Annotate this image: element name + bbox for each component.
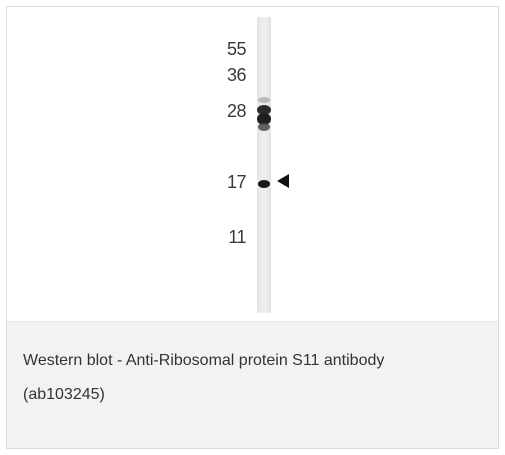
marker-label-28: 28 — [226, 101, 247, 121]
blot-band-target — [258, 180, 270, 188]
caption-line-2: (ab103245) — [23, 386, 105, 403]
blot-band-main — [257, 113, 271, 125]
figure-caption: Western blot - Anti-Ribosomal protein S1… — [7, 321, 498, 448]
blot-band-faint — [258, 97, 270, 103]
figure-card: 55 36 28 17 11 Western blot - Anti-Ribos… — [6, 6, 499, 449]
marker-label-55: 55 — [226, 39, 247, 59]
caption-line-1: Western blot - Anti-Ribosomal protein S1… — [23, 352, 385, 369]
marker-label-36: 36 — [226, 65, 247, 85]
western-blot-image: 55 36 28 17 11 — [7, 7, 498, 321]
marker-label-17: 17 — [226, 172, 247, 192]
blot-lane — [257, 17, 271, 313]
blot-band-lower — [258, 123, 270, 131]
arrowhead-icon — [277, 174, 289, 188]
blot-band-upper — [257, 105, 271, 115]
marker-label-11: 11 — [228, 227, 246, 247]
